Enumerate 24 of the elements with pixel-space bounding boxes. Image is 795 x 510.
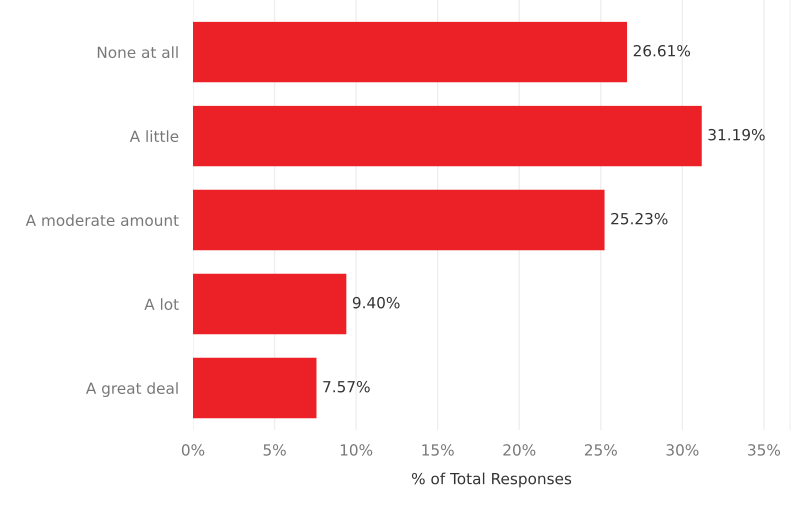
y-tick-label: None at all bbox=[98, 46, 178, 58]
data-label: 31.19% bbox=[708, 128, 765, 140]
bar bbox=[193, 22, 628, 82]
data-label: 25.23% bbox=[611, 212, 668, 224]
data-label: 9.40% bbox=[352, 296, 400, 308]
x-tick-label: 5% bbox=[264, 444, 286, 456]
x-tick-label: 25% bbox=[584, 444, 617, 456]
bar bbox=[193, 358, 316, 418]
x-axis-title: % of Total Responses bbox=[412, 472, 572, 488]
x-tick-label: 15% bbox=[422, 444, 454, 456]
x-tick-label: 35% bbox=[748, 444, 780, 456]
bar bbox=[193, 274, 346, 334]
data-label: 26.61% bbox=[634, 44, 690, 57]
x-tick-label: 0% bbox=[182, 444, 204, 456]
bar bbox=[193, 106, 702, 166]
data-label: 7.57% bbox=[323, 380, 370, 392]
x-tick-label: 20% bbox=[503, 444, 536, 456]
y-tick-label: A little bbox=[130, 130, 178, 142]
x-tick-label: 10% bbox=[340, 444, 372, 456]
x-tick-label: 30% bbox=[666, 444, 698, 456]
y-tick-label: A great deal bbox=[86, 382, 178, 397]
y-tick-label: A lot bbox=[144, 298, 179, 310]
bar bbox=[193, 190, 605, 250]
y-tick-label: A moderate amount bbox=[26, 214, 179, 226]
